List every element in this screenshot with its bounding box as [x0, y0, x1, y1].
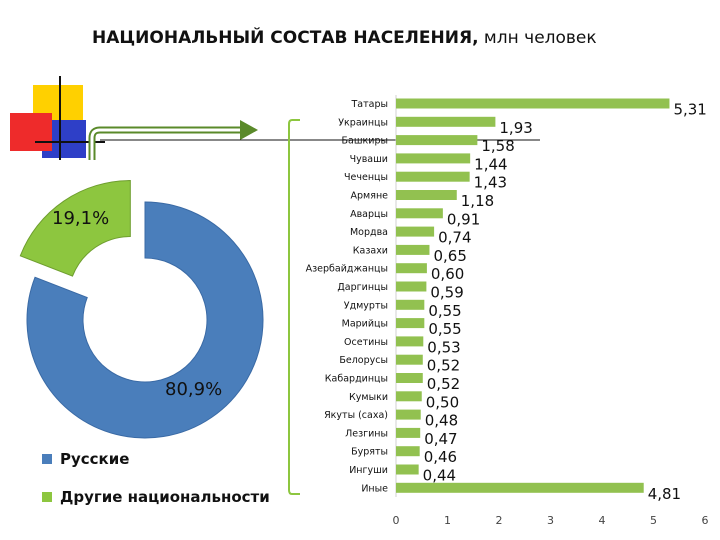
- data-label: 1,44: [474, 155, 507, 173]
- data-label: 0,74: [438, 229, 471, 247]
- data-label: 1,58: [481, 137, 514, 155]
- x-tick-label: 2: [496, 514, 503, 527]
- bar: [396, 427, 421, 438]
- category-label: Армяне: [351, 191, 389, 202]
- connector-arrow-head: [240, 120, 258, 140]
- data-label: 0,52: [427, 357, 460, 375]
- donut-slice-others: [19, 180, 131, 277]
- category-label: Осетины: [344, 337, 388, 348]
- legend-label-russians: Русские: [60, 450, 130, 468]
- bar: [396, 226, 435, 237]
- connector-arrow-inner: [90, 128, 242, 160]
- bar: [396, 208, 443, 219]
- data-label: 4,81: [648, 485, 681, 503]
- category-label: Якуты (саха): [324, 410, 388, 421]
- category-label: Казахи: [353, 245, 388, 256]
- category-label: Татары: [350, 99, 388, 110]
- category-label: Белорусы: [339, 355, 388, 366]
- category-label: Марийцы: [342, 319, 388, 330]
- category-label: Ингуши: [349, 465, 388, 476]
- x-tick-label: 1: [444, 514, 451, 527]
- bar: [396, 98, 670, 109]
- bar: [396, 354, 423, 365]
- bar: [396, 373, 423, 383]
- data-label: 0,55: [428, 302, 461, 320]
- bracket: [288, 119, 300, 495]
- x-tick-label: 5: [650, 514, 657, 527]
- data-label: 5,31: [673, 101, 706, 119]
- category-label: Буряты: [351, 447, 388, 458]
- bar: [396, 409, 421, 420]
- data-label: 0,46: [424, 448, 457, 466]
- category-label: Кабардинцы: [325, 374, 388, 385]
- chart-title-unit: млн человек: [478, 28, 597, 48]
- data-label: 0,55: [428, 320, 461, 338]
- chart-title-main: НАЦИОНАЛЬНЫЙ СОСТАВ НАСЕЛЕНИЯ,: [92, 28, 479, 48]
- data-label: 0,48: [425, 412, 458, 430]
- category-label: Кумыки: [349, 392, 388, 403]
- x-tick-label: 6: [702, 514, 709, 527]
- deco-red-square: [10, 113, 52, 151]
- category-label: Аварцы: [350, 209, 388, 220]
- data-label: 0,44: [423, 467, 456, 485]
- bar: [396, 446, 420, 457]
- legend-swatch-russians: [42, 454, 52, 464]
- bar: [396, 391, 422, 402]
- bar: [396, 244, 430, 255]
- category-label: Даргинцы: [337, 282, 388, 293]
- category-label: Иные: [361, 483, 388, 494]
- bar: [396, 336, 424, 347]
- legend-item-others: Другие национальности: [42, 488, 270, 506]
- donut-label-russians: 80,9%: [165, 379, 222, 400]
- data-label: 0,91: [447, 210, 480, 228]
- category-label: Азербайджанцы: [306, 264, 388, 275]
- category-label: Удмурты: [344, 300, 388, 311]
- bar: [396, 464, 419, 475]
- data-label: 0,47: [424, 430, 457, 448]
- data-label: 0,53: [427, 338, 460, 356]
- category-label: Лезгины: [345, 428, 388, 439]
- category-label: Мордва: [350, 227, 388, 238]
- category-label: Чеченцы: [344, 172, 388, 183]
- data-label: 1,93: [499, 119, 532, 137]
- legend-swatch-others: [42, 492, 52, 502]
- x-tick-label: 0: [393, 514, 400, 527]
- data-label: 0,65: [433, 247, 466, 265]
- bar: [396, 263, 427, 274]
- data-label: 0,59: [430, 284, 463, 302]
- bar: [396, 171, 470, 182]
- legend-item-russians: Русские: [42, 450, 129, 468]
- data-label: 1,18: [461, 192, 494, 210]
- bar: [396, 318, 425, 329]
- bar: [396, 190, 457, 200]
- data-label: 0,60: [431, 265, 464, 283]
- data-label: 1,43: [474, 174, 507, 192]
- bar: [396, 153, 471, 164]
- bar: [396, 116, 496, 127]
- bar: [396, 135, 478, 146]
- category-label: Чуваши: [350, 154, 388, 165]
- chart-title: НАЦИОНАЛЬНЫЙ СОСТАВ НАСЕЛЕНИЯ, млн челов…: [92, 28, 597, 48]
- category-label: Башкиры: [342, 136, 388, 147]
- bar: [396, 299, 425, 310]
- bar: [396, 281, 427, 292]
- data-label: 0,50: [426, 393, 459, 411]
- legend-label-others: Другие национальности: [60, 488, 270, 506]
- donut-slice-russians: [26, 201, 264, 439]
- category-label: Украинцы: [338, 117, 388, 128]
- bar: [396, 482, 644, 493]
- data-label: 0,52: [427, 375, 460, 393]
- x-tick-label: 3: [547, 514, 554, 527]
- donut-label-others: 19,1%: [52, 208, 109, 229]
- x-tick-label: 4: [599, 514, 606, 527]
